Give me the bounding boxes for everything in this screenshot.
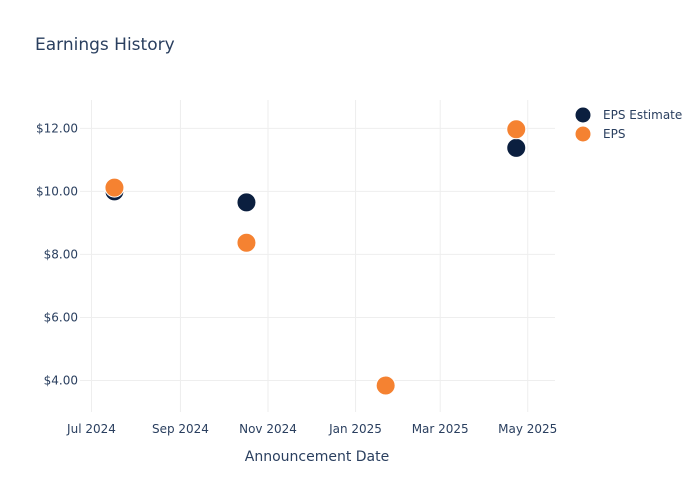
x-tick-label: May 2025 xyxy=(498,422,557,436)
legend-item-eps[interactable]: EPS xyxy=(574,125,625,143)
legend-label: EPS Estimate xyxy=(603,108,682,122)
x-tick-label: Mar 2025 xyxy=(412,422,469,436)
eps-point xyxy=(375,375,396,396)
legend-item-eps-estimate[interactable]: EPS Estimate xyxy=(574,106,682,124)
legend-label: EPS xyxy=(603,127,625,141)
y-tick-label: $12.00 xyxy=(36,121,78,135)
x-axis-ticks: Jul 2024 Sep 2024 Nov 2024 Jan 2025 Mar 2025… xyxy=(66,422,557,436)
y-tick-label: $6.00 xyxy=(44,310,78,324)
eps-estimate-point xyxy=(506,137,527,158)
x-tick-label: Jan 2025 xyxy=(328,422,382,436)
y-tick-label: $10.00 xyxy=(36,184,78,198)
x-tick-label: Sep 2024 xyxy=(152,422,209,436)
eps-point xyxy=(104,177,125,198)
y-axis-ticks: $4.00 $6.00 $8.00 $10.00 $12.00 xyxy=(36,121,78,387)
eps-point xyxy=(236,232,257,253)
legend-marker xyxy=(574,106,592,124)
eps-estimate-point xyxy=(236,192,257,213)
x-tick-label: Nov 2024 xyxy=(239,422,297,436)
legend[interactable]: EPS Estimate EPS xyxy=(574,106,682,143)
y-tick-label: $4.00 xyxy=(44,373,78,387)
x-tick-label: Jul 2024 xyxy=(66,422,116,436)
chart-title: Earnings History xyxy=(35,35,175,55)
x-axis-title: Announcement Date xyxy=(245,449,389,465)
eps-point xyxy=(506,119,527,140)
data-points xyxy=(104,119,527,396)
y-tick-label: $8.00 xyxy=(44,247,78,261)
legend-marker xyxy=(574,125,592,143)
grid-lines xyxy=(80,100,555,412)
